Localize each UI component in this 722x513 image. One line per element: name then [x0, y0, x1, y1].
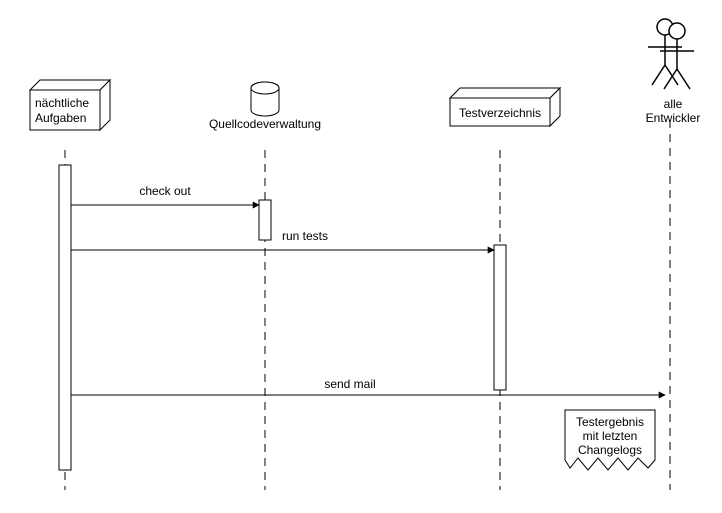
participant-testdir-label: Testverzeichnis: [459, 106, 541, 120]
note-line-1: Testergebnis: [576, 415, 644, 429]
note-line-2: mit letzten: [583, 429, 638, 443]
activation-tasks: [59, 165, 71, 470]
participant-devs-label-1: alle: [664, 97, 683, 111]
participant-tasks-label-2: Aufgaben: [35, 111, 86, 125]
note-line-3: Changelogs: [578, 443, 642, 457]
participant-devs-label-2: Entwickler: [646, 111, 701, 125]
participant-devs: alle Entwickler: [646, 19, 701, 125]
msg-sendmail-label: send mail: [324, 377, 375, 391]
msg-runtests-label: run tests: [282, 229, 328, 243]
activations: [59, 165, 506, 470]
messages: check out run tests send mail: [71, 184, 665, 395]
participant-tasks-label-1: nächtliche: [35, 96, 89, 110]
activation-repo: [259, 200, 271, 240]
participant-repo: Quellcodeverwaltung: [209, 82, 321, 131]
msg-checkout-label: check out: [139, 184, 191, 198]
participant-repo-label: Quellcodeverwaltung: [209, 117, 321, 131]
note-result: Testergebnis mit letzten Changelogs: [565, 410, 655, 470]
participant-testdir: Testverzeichnis: [450, 88, 560, 126]
sequence-diagram: nächtliche Aufgaben Quellcodeverwaltung …: [0, 0, 722, 513]
participant-tasks: nächtliche Aufgaben: [30, 80, 110, 130]
activation-testdir: [494, 245, 506, 390]
